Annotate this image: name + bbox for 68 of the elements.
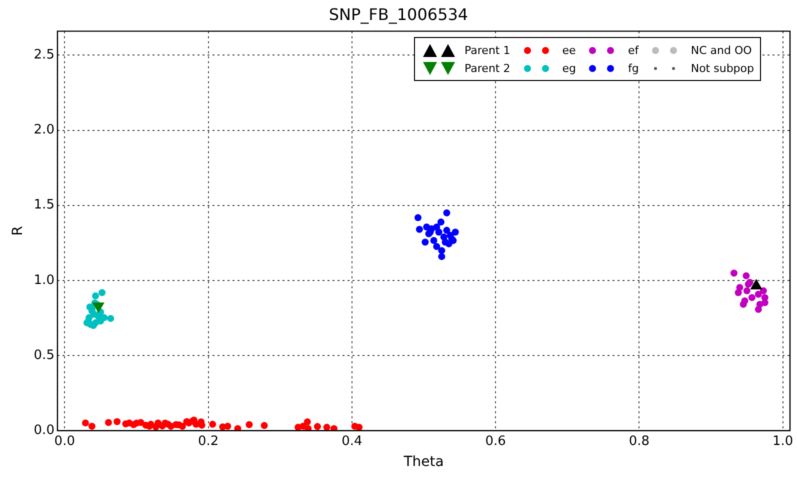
point [743,287,750,294]
point [260,422,268,429]
point [443,226,450,234]
point [330,425,338,431]
x-tick-label: 0.4 [342,434,362,449]
point [440,234,448,241]
y-tick-label: 2.5 [34,48,54,63]
point [82,419,89,426]
point [88,422,96,430]
point [104,418,112,426]
point [754,290,762,298]
legend-label: Not subpop [690,62,754,74]
x-tick-label: 0.8 [628,434,650,449]
point [198,422,206,429]
legend-label: fg [628,62,639,74]
point [730,270,738,277]
point [107,314,114,322]
point [356,424,363,431]
point [760,287,767,294]
point [416,226,423,233]
point [98,289,106,296]
point [209,420,216,428]
chart-title: SNP_FB_1006534 [328,4,468,24]
point [422,238,429,246]
point [430,237,438,244]
point [132,420,140,427]
point [304,418,311,426]
point [314,423,321,430]
point [323,424,330,431]
y-tick-label: 0.5 [34,348,54,363]
point [435,228,442,236]
y-tick-label: 1.5 [34,198,54,213]
y-axis-title: R [10,226,26,236]
legend-label: ef [628,44,639,56]
point [92,292,100,300]
point [740,300,747,308]
point [742,272,750,280]
x-tick-label: 0.6 [485,434,506,449]
point [414,214,422,222]
point [754,306,762,313]
point [122,420,130,428]
point [734,289,742,296]
legend-label: Parent 1 [464,44,510,56]
legend-label: Parent 2 [464,62,510,74]
point [433,243,440,250]
legend-label: NC and OO [690,44,752,56]
point [224,422,232,430]
legend-label: eg [562,62,576,74]
point [246,421,253,428]
x-tick-label: 0.0 [54,434,75,449]
point [452,228,459,236]
point [443,209,450,216]
point [438,253,446,260]
y-tick-label: 1.0 [34,272,54,288]
point [437,218,444,226]
point [748,294,756,302]
y-tick-label: 2.0 [34,122,54,138]
legend-label: ee [562,44,576,56]
point [234,425,242,431]
point [114,418,121,426]
point [304,425,312,431]
point [438,247,446,254]
x-axis-title: Theta [402,454,444,470]
point [178,422,186,430]
x-tick-label: 1.0 [772,434,794,449]
point [761,299,768,306]
x-tick-label: 0.2 [198,434,219,449]
y-tick-label: 0.0 [34,422,54,438]
